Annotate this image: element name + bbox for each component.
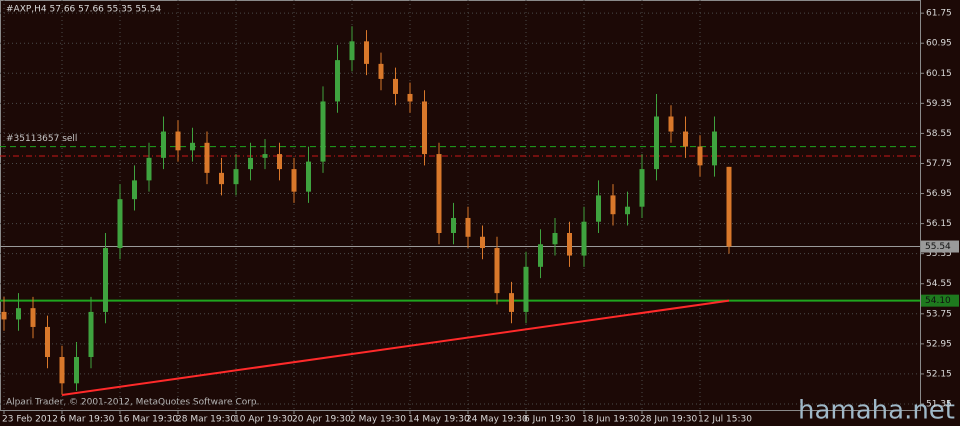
- y-tick-label: 54.55: [926, 279, 952, 289]
- y-tick-label: 58.55: [926, 129, 952, 139]
- order-label: #35113657 sell: [6, 134, 77, 144]
- candle-body: [436, 154, 442, 233]
- candle-body: [74, 357, 79, 384]
- candle-body: [552, 232, 558, 245]
- candle-body: [712, 131, 717, 166]
- y-tick-label: 60.15: [926, 69, 952, 79]
- candle-body: [683, 131, 688, 147]
- candle-body: [668, 116, 674, 132]
- candle-body: [190, 142, 195, 151]
- y-tick-label: 61.75: [926, 9, 952, 19]
- candle-body: [132, 180, 137, 200]
- price-tag-label: 54.10: [925, 296, 951, 306]
- candle-body: [204, 142, 210, 173]
- candle-body: [1, 311, 7, 320]
- y-tick-label: 57.75: [926, 159, 952, 169]
- candle-body: [494, 248, 500, 294]
- candle-body: [509, 293, 514, 312]
- x-tick-label: 20 Apr 19:30: [292, 415, 351, 425]
- price-tag-label: 55.54: [925, 242, 951, 252]
- x-tick-label: 18 Jun 19:30: [582, 415, 639, 425]
- candle-body: [393, 78, 398, 94]
- candle-body: [422, 101, 427, 155]
- y-tick-label: 56.15: [926, 219, 952, 229]
- candle-body: [306, 161, 311, 192]
- candle-body: [581, 221, 587, 256]
- y-tick-label: 52.95: [926, 339, 952, 349]
- candle-body: [103, 248, 108, 312]
- candle-body: [625, 206, 630, 215]
- x-tick-label: 23 Feb 2012: [2, 415, 58, 425]
- candle-body: [480, 236, 485, 249]
- watermark: hamaha.net: [798, 396, 955, 426]
- candle-body: [88, 311, 94, 358]
- y-tick-label: 53.75: [926, 309, 952, 319]
- x-tick-label: 28 Jun 19:30: [640, 415, 697, 425]
- candle-body: [378, 63, 384, 79]
- copyright: Alpari Trader, © 2001-2012, MetaQuotes S…: [6, 398, 260, 408]
- y-tick-label: 55.35: [926, 249, 952, 259]
- x-tick-label: 10 Apr 19:30: [234, 415, 293, 425]
- candle-body: [364, 41, 369, 64]
- candle-body: [291, 169, 297, 192]
- candle-body: [654, 116, 659, 170]
- candle-body: [248, 157, 253, 170]
- candle-body: [538, 244, 543, 267]
- candle-body: [161, 131, 166, 158]
- x-tick-label: 12 Jul 15:30: [698, 415, 752, 425]
- price-tag: [921, 294, 959, 307]
- y-tick-label: 60.95: [926, 39, 952, 49]
- candle-body: [610, 195, 616, 215]
- price-tag: [921, 240, 959, 253]
- candle-body: [726, 166, 732, 247]
- x-tick-label: 2 May 19:30: [350, 415, 406, 425]
- candle-body: [523, 266, 529, 312]
- trend-line: [61, 299, 730, 396]
- candle-body: [465, 217, 471, 237]
- candle-body: [219, 172, 224, 185]
- candle-body: [349, 41, 355, 61]
- candle-body: [146, 157, 152, 181]
- chart-title: #AXP,H4 57.66 57.66 55.35 55.54: [6, 5, 161, 15]
- y-tick-label: 56.95: [926, 189, 952, 199]
- x-tick-label: 6 Mar 19:30: [60, 415, 115, 425]
- candle-body: [697, 146, 703, 166]
- candle-body: [59, 357, 65, 384]
- y-tick-label: 51.35: [926, 399, 952, 409]
- candle-body: [45, 326, 50, 358]
- candle-body: [117, 199, 123, 249]
- candle-body: [596, 195, 601, 222]
- candle-body: [30, 308, 36, 327]
- candle-body: [407, 93, 413, 102]
- candle-body: [277, 154, 282, 170]
- candle-body: [16, 308, 21, 320]
- x-tick-label: 6 Jun 19:30: [524, 415, 576, 425]
- x-tick-label: 28 Mar 19:30: [176, 415, 236, 425]
- plot-frame: [0, 0, 921, 411]
- candle-body: [639, 169, 645, 207]
- y-tick-label: 59.35: [926, 99, 952, 109]
- candle-body: [175, 131, 181, 151]
- candle-body: [567, 232, 572, 256]
- candle-body: [262, 154, 268, 158]
- candle-body: [335, 60, 340, 102]
- x-tick-label: 14 May 19:30: [408, 415, 470, 425]
- candle-body: [233, 169, 239, 185]
- x-tick-label: 16 Mar 19:30: [118, 415, 178, 425]
- x-tick-label: 24 May 19:30: [466, 415, 528, 425]
- y-tick-label: 52.15: [926, 369, 952, 379]
- candle-body: [451, 217, 456, 233]
- candle-body: [320, 101, 326, 162]
